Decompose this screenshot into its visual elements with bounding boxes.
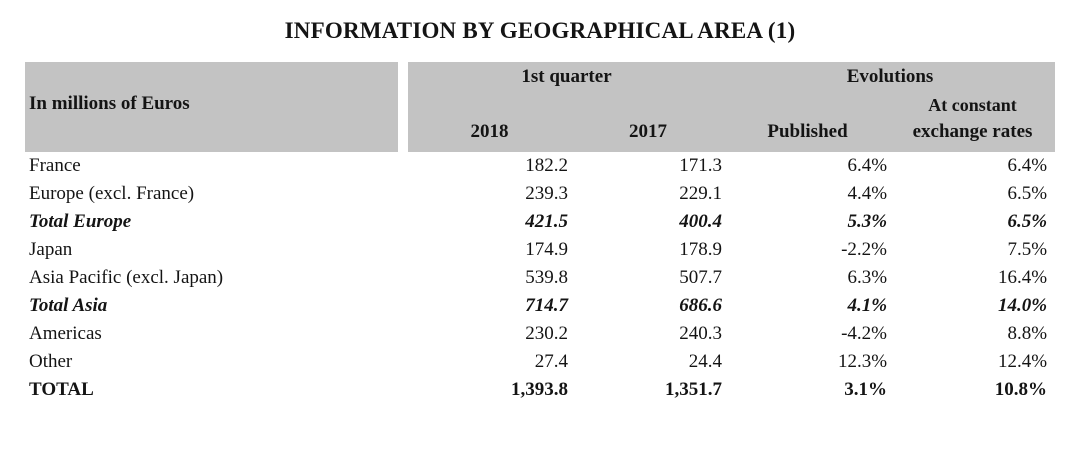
table-row-total: TOTAL 1,393.8 1,351.7 3.1% 10.8%: [25, 376, 1055, 404]
column-gap: [398, 62, 408, 152]
row-label-header: In millions of Euros: [25, 62, 398, 152]
value-constant-rates: 8.8%: [1007, 323, 1048, 344]
col-header-at-constant-line2: exchange rates: [890, 119, 1056, 152]
column-gap: [398, 292, 408, 320]
value-2017: 240.3: [679, 323, 723, 344]
value-2018: 421.5: [525, 211, 568, 232]
column-gap: [398, 180, 408, 208]
row-label: Asia Pacific (excl. Japan): [29, 267, 224, 288]
value-2018: 714.7: [525, 295, 568, 316]
value-published: 3.1%: [844, 379, 888, 400]
col-header-at-constant-line1: At constant: [890, 92, 1056, 119]
geographical-area-table: In millions of Euros 1st quarter Evoluti…: [25, 62, 1056, 404]
row-label: Europe (excl. France): [29, 183, 195, 204]
group-header-evolutions: Evolutions: [725, 62, 1056, 92]
table-row-asia-pacific-excl-japan: Asia Pacific (excl. Japan) 539.8 507.7 6…: [25, 264, 1055, 292]
value-published: 6.3%: [847, 267, 888, 288]
value-2017: 400.4: [679, 211, 723, 232]
subheader-row: At constant: [25, 92, 1056, 119]
col-header-2018: 2018: [408, 119, 571, 152]
value-published: 4.1%: [847, 295, 888, 316]
value-published: 4.4%: [847, 183, 888, 204]
value-constant-rates: 16.4%: [997, 267, 1048, 288]
value-2018: 182.2: [525, 155, 568, 176]
value-2017: 171.3: [679, 155, 723, 176]
column-gap: [398, 320, 408, 348]
row-label: France: [29, 155, 81, 176]
column-gap: [398, 208, 408, 236]
value-2017: 1,351.7: [665, 379, 723, 400]
table-row-europe-excl-france: Europe (excl. France) 239.3 229.1 4.4% 6…: [25, 180, 1055, 208]
column-gap: [398, 376, 408, 404]
row-label: Other: [29, 351, 73, 372]
value-constant-rates: 14.0%: [997, 295, 1048, 316]
col-header-published: Published: [725, 119, 891, 152]
group-header-first-quarter: 1st quarter: [408, 62, 726, 92]
table-row-japan: Japan 174.9 178.9 -2.2% 7.5%: [25, 236, 1055, 264]
value-2017: 229.1: [679, 183, 723, 204]
group-header-row: In millions of Euros 1st quarter Evoluti…: [25, 62, 1056, 152]
value-2018: 239.3: [525, 183, 568, 204]
row-label: Japan: [29, 239, 73, 260]
value-2018: 230.2: [525, 323, 568, 344]
value-published: -2.2%: [841, 239, 888, 260]
value-2018: 174.9: [525, 239, 568, 260]
table-row-total-europe: Total Europe 421.5 400.4 5.3% 6.5%: [25, 208, 1055, 236]
column-gap: [398, 348, 408, 376]
value-published: 5.3%: [847, 211, 888, 232]
col-header-2017: 2017: [571, 119, 726, 152]
table-row-other: Other 27.4 24.4 12.3% 12.4%: [25, 348, 1055, 376]
row-label: TOTAL: [29, 379, 94, 400]
table-header: In millions of Euros 1st quarter Evoluti…: [25, 62, 1056, 152]
value-constant-rates: 7.5%: [1007, 239, 1048, 260]
table-row-total-asia: Total Asia 714.7 686.6 4.1% 14.0%: [25, 292, 1055, 320]
table-row-france: France 182.2 171.3 6.4% 6.4%: [25, 152, 1055, 180]
value-2018: 1,393.8: [511, 379, 568, 400]
value-constant-rates: 6.5%: [1007, 183, 1048, 204]
table-row-americas: Americas 230.2 240.3 -4.2% 8.8%: [25, 320, 1055, 348]
subheader-spacer: [408, 92, 891, 119]
value-constant-rates: 6.4%: [1007, 155, 1048, 176]
value-2017: 24.4: [688, 351, 723, 372]
value-constant-rates: 6.5%: [1007, 211, 1048, 232]
table-body: France 182.2 171.3 6.4% 6.4% Europe (exc…: [25, 152, 1055, 404]
value-constant-rates: 12.4%: [997, 351, 1048, 372]
value-published: -4.2%: [841, 323, 888, 344]
row-label: Americas: [29, 323, 102, 344]
value-2017: 686.6: [679, 295, 723, 316]
page-title: INFORMATION BY GEOGRAPHICAL AREA (1): [284, 18, 796, 43]
column-gap: [398, 152, 408, 180]
value-published: 12.3%: [837, 351, 888, 372]
column-header-row: 2018 2017 Published exchange rates: [25, 119, 1056, 152]
value-published: 6.4%: [847, 155, 888, 176]
value-2018: 539.8: [525, 267, 568, 288]
value-constant-rates: 10.8%: [994, 379, 1048, 400]
column-gap: [398, 264, 408, 292]
row-label: Total Asia: [29, 295, 108, 316]
row-label: Total Europe: [29, 211, 132, 232]
value-2018: 27.4: [534, 351, 568, 372]
column-gap: [398, 236, 408, 264]
value-2017: 178.9: [679, 239, 723, 260]
value-2017: 507.7: [679, 267, 723, 288]
